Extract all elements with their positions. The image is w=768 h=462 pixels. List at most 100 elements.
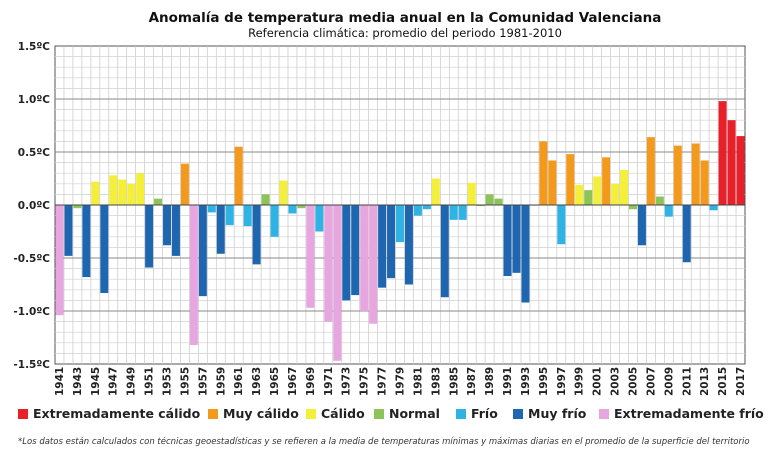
bar-2002	[602, 157, 611, 205]
bar-1965	[270, 205, 279, 237]
bar-1958	[207, 205, 216, 213]
legend-label-f: Frío	[471, 406, 498, 421]
x-tick-label: 1941	[54, 367, 66, 396]
x-tick-label: 1977	[377, 367, 389, 396]
x-axis-ticks: 1941 1943 1945 1947 1949 1951 1953 1955 1957 1959…	[54, 367, 747, 396]
bar-1967	[288, 205, 297, 214]
bar-1962	[243, 205, 252, 227]
legend-swatch-f	[456, 409, 466, 419]
bar-1984	[440, 205, 449, 298]
x-tick-label: 1973	[341, 367, 353, 396]
bar-1959	[216, 205, 225, 254]
legend: Extremadamente cálido Muy cálido Cálido Nor…	[18, 406, 764, 421]
x-tick-label: 2013	[699, 367, 711, 396]
chart-subtitle: Referencia climática: promedio del perio…	[248, 26, 562, 40]
y-tick-label: 1.5ºC	[18, 41, 51, 53]
bar-1983	[431, 178, 440, 205]
bar-1952	[154, 198, 163, 205]
bar-1950	[136, 173, 145, 205]
x-tick-label: 1971	[323, 367, 335, 396]
legend-swatch-mc	[208, 409, 218, 419]
bar-1957	[198, 205, 207, 297]
bar-1974	[351, 205, 360, 296]
bar-1969	[306, 205, 315, 308]
bar-1985	[449, 205, 458, 220]
bar-2001	[593, 176, 602, 205]
bar-1968	[297, 205, 306, 209]
bar-1942	[64, 205, 73, 256]
bar-1978	[387, 205, 396, 279]
bar-2013	[700, 160, 709, 205]
y-axis-ticks: 1.5ºC 1.0ºC 0.5ºC 0.0ºC -0.5ºC -1.0ºC -1.5ºC	[13, 41, 50, 371]
x-tick-label: 1997	[556, 367, 568, 396]
bar-1970	[315, 205, 324, 232]
bar-1941	[55, 205, 64, 316]
y-tick-label: -0.5ºC	[13, 253, 50, 265]
legend-label-n: Normal	[389, 406, 440, 421]
bar-2017	[736, 136, 745, 205]
x-tick-label: 2009	[663, 367, 675, 396]
x-tick-label: 1953	[162, 367, 174, 396]
bar-1946	[100, 205, 109, 293]
x-tick-label: 2007	[645, 367, 657, 396]
bar-2003	[611, 183, 620, 205]
bar-1966	[279, 180, 288, 205]
legend-label-c: Cálido	[321, 406, 365, 421]
bar-1960	[225, 205, 234, 226]
bar-1990	[494, 198, 503, 205]
chart-title: Anomalía de temperatura media anual en l…	[149, 10, 662, 26]
x-tick-label: 2001	[592, 367, 604, 396]
x-tick-label: 1965	[269, 367, 281, 396]
legend-label-ef: Extremadamente frío	[614, 406, 764, 421]
bar-2008	[655, 196, 664, 205]
x-tick-label: 2017	[735, 367, 747, 396]
x-tick-label: 1995	[538, 367, 550, 396]
x-tick-label: 2015	[717, 367, 729, 396]
bar-1986	[458, 205, 467, 220]
bar-1999	[575, 184, 584, 205]
x-tick-label: 1963	[251, 367, 263, 396]
x-tick-label: 1981	[412, 367, 424, 396]
bar-1988	[476, 205, 485, 207]
bar-1992	[512, 205, 521, 273]
x-tick-label: 1951	[144, 367, 156, 396]
bar-1954	[171, 205, 180, 256]
bar-1956	[189, 205, 198, 345]
x-tick-label: 1961	[233, 367, 245, 396]
bar-1945	[91, 181, 100, 205]
y-tick-label: 1.0ºC	[18, 94, 51, 106]
bar-1949	[127, 183, 136, 205]
x-tick-label: 2003	[610, 367, 622, 396]
x-tick-label: 1991	[502, 367, 514, 396]
x-tick-label: 1975	[359, 367, 371, 396]
x-tick-label: 1959	[215, 367, 227, 396]
bar-1944	[82, 205, 91, 278]
bar-2006	[637, 205, 646, 246]
legend-label-mc: Muy cálido	[223, 406, 299, 421]
y-tick-label: 0.0ºC	[18, 200, 51, 212]
legend-label-ec: Extremadamente cálido	[33, 406, 201, 421]
x-tick-label: 2011	[681, 367, 693, 396]
bar-1963	[252, 205, 261, 265]
legend-swatch-c	[306, 409, 316, 419]
bar-1972	[333, 205, 342, 361]
bar-1964	[261, 194, 270, 205]
bar-1979	[396, 205, 404, 243]
bar-2000	[584, 190, 593, 205]
bar-1980	[404, 205, 413, 285]
bar-2004	[620, 170, 629, 205]
x-tick-label: 1967	[287, 367, 299, 396]
bar-1993	[521, 205, 530, 303]
bar-1947	[109, 175, 118, 205]
bar-1973	[342, 205, 351, 301]
bar-1989	[485, 194, 494, 205]
bar-1975	[360, 205, 369, 311]
bar-1995	[539, 141, 548, 205]
x-tick-label: 1999	[574, 367, 586, 396]
bar-1977	[378, 205, 387, 288]
x-tick-label: 1983	[430, 367, 442, 396]
x-tick-label: 1943	[72, 367, 84, 396]
bar-1996	[548, 160, 557, 205]
bar-1955	[180, 163, 189, 205]
x-tick-label: 1957	[197, 367, 209, 396]
